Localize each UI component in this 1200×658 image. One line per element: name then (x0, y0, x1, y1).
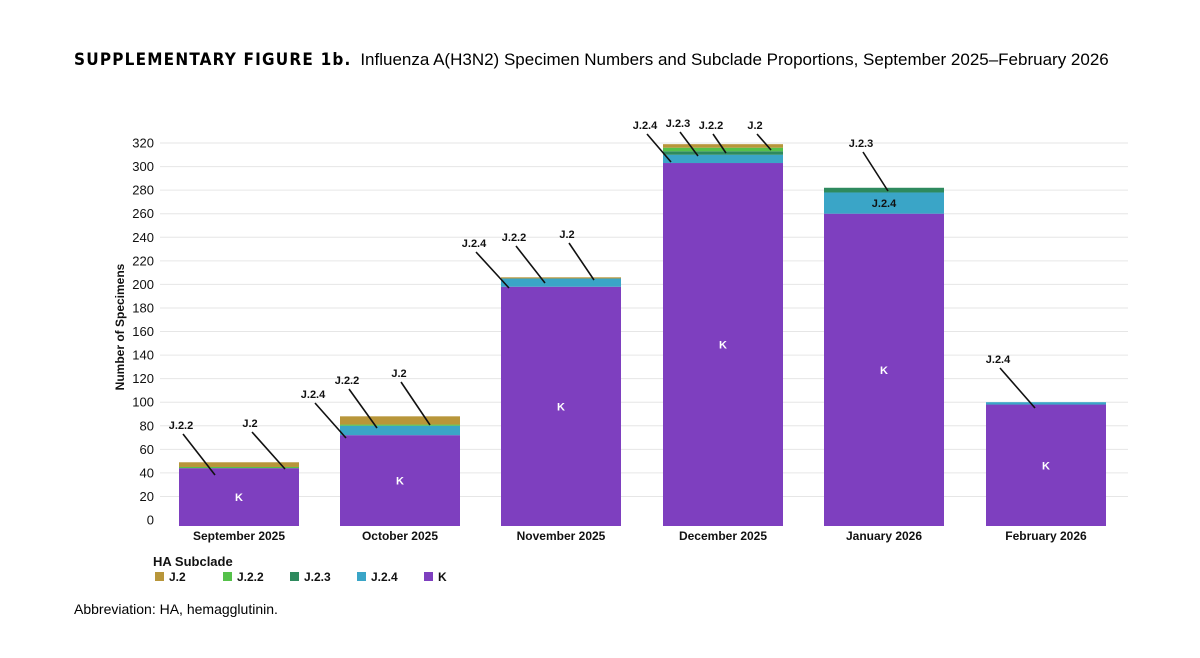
stacked-bar-chart: 0 20 40 60 80 100 120 140 160 180 200 220 240 260 280 3… (113, 118, 1128, 584)
callout-label-january-2026-j-2-3: J.2.3 (849, 138, 873, 150)
inner-label-september-2025-k: K (235, 492, 243, 504)
callout-line-october-2025-j-2-2 (348, 388, 378, 429)
callout-label-october-2025-j-2-2: J.2.2 (335, 375, 359, 387)
callout-label-september-2025-j-2-2: J.2.2 (169, 420, 193, 432)
x-tick-label-december-2025: December 2025 (679, 529, 767, 543)
legend-swatch-j-2-2 (223, 572, 232, 581)
y-tick-label-320: 320 (132, 136, 154, 151)
y-tick-label-0: 0 (147, 513, 154, 528)
callout-label-december-2025-j-2-3: J.2.3 (666, 118, 690, 130)
y-tick-label-80: 80 (140, 418, 154, 433)
inner-label-january-2026-k: K (880, 365, 888, 377)
bar-segment-december-2025-j-2-3 (663, 151, 783, 155)
callout-line-september-2025-j-2-2 (182, 433, 216, 476)
callout-label-december-2025-j-2-4: J.2.4 (633, 120, 658, 132)
y-tick-label-60: 60 (140, 442, 154, 457)
y-tick-label-220: 220 (132, 253, 154, 268)
bar-segment-september-2025-k (179, 468, 299, 526)
legend-label-k: K (438, 570, 447, 584)
y-axis-title: Number of Specimens (113, 263, 127, 390)
legend-swatch-j-2 (155, 572, 164, 581)
y-tick-label-280: 280 (132, 183, 154, 198)
callout-line-november-2025-j-2-2 (515, 245, 546, 284)
x-tick-label-january-2026: January 2026 (846, 529, 922, 543)
y-tick-label-120: 120 (132, 371, 154, 386)
bar-segment-september-2025-j-2-2 (179, 466, 299, 469)
bar-segment-january-2026-k (824, 213, 944, 526)
callout-line-november-2025-j-2 (568, 242, 595, 281)
bar-segment-november-2025-k (501, 286, 621, 526)
inner-label-january-2026-j-2-4: J.2.4 (872, 198, 897, 210)
legend-swatch-j-2-3 (290, 572, 299, 581)
bar-segment-november-2025-j-2-4 (501, 278, 621, 287)
x-tick-label-october-2025: October 2025 (362, 529, 438, 543)
bar-segment-february-2026-j-2-4 (986, 402, 1106, 405)
abbreviation-footnote: Abbreviation: HA, hemagglutinin. (74, 601, 278, 617)
callout-label-november-2025-j-2: J.2 (559, 229, 574, 241)
callout-label-december-2025-j-2-2: J.2.2 (699, 120, 723, 132)
callout-line-october-2025-j-2-4 (314, 402, 347, 439)
callout-line-january-2026-j-2-3 (862, 151, 889, 192)
callout-line-december-2025-j-2-4 (646, 133, 672, 163)
legend-swatch-j-2-4 (357, 572, 366, 581)
callout-line-november-2025-j-2-4 (475, 251, 510, 289)
inner-label-february-2026-k: K (1042, 460, 1050, 472)
legend-swatch-k (424, 572, 433, 581)
y-tick-label-20: 20 (140, 489, 154, 504)
y-tick-label-240: 240 (132, 230, 154, 245)
x-tick-label-september-2025: September 2025 (193, 529, 285, 543)
bar-segment-december-2025-j-2 (663, 144, 783, 148)
callout-label-december-2025-j-2: J.2 (747, 120, 762, 132)
callout-line-december-2025-j-2 (756, 133, 772, 151)
y-tick-label-200: 200 (132, 277, 154, 292)
y-tick-label-160: 160 (132, 324, 154, 339)
y-tick-label-260: 260 (132, 206, 154, 221)
inner-label-october-2025-k: K (396, 476, 404, 488)
y-tick-label-40: 40 (140, 465, 154, 480)
bar-segment-october-2025-j-2 (340, 416, 460, 425)
bar-segment-december-2025-k (663, 163, 783, 526)
callout-label-february-2026-j-2-4: J.2.4 (986, 354, 1011, 366)
callout-label-october-2025-j-2: J.2 (391, 368, 406, 380)
legend-label-j-2-4: J.2.4 (371, 570, 398, 584)
legend-label-j-2: J.2 (169, 570, 186, 584)
legend-title: HA Subclade (153, 554, 233, 569)
figure-label: SUPPLEMENTARY FIGURE 1b. (74, 50, 352, 70)
bar-segment-october-2025-k (340, 435, 460, 526)
callout-line-december-2025-j-2-2 (712, 133, 727, 154)
callout-label-october-2025-j-2-4: J.2.4 (301, 389, 326, 401)
y-tick-label-180: 180 (132, 300, 154, 315)
callout-label-september-2025-j-2: J.2 (242, 418, 257, 430)
figure-title: SUPPLEMENTARY FIGURE 1b. Influenza A(H3N… (74, 50, 1109, 70)
figure-title-text: Influenza A(H3N2) Specimen Numbers and S… (360, 50, 1109, 69)
x-tick-label-november-2025: November 2025 (517, 529, 606, 543)
bar-segment-january-2026-j-2-3 (824, 187, 944, 193)
bar-segment-october-2025-j-2-2 (340, 424, 460, 426)
x-tick-label-february-2026: February 2026 (1005, 529, 1087, 543)
legend-label-j-2-2: J.2.2 (237, 570, 264, 584)
bar-segment-november-2025-j-2 (501, 277, 621, 279)
y-tick-label-140: 140 (132, 348, 154, 363)
y-tick-label-300: 300 (132, 159, 154, 174)
callout-line-december-2025-j-2-3 (679, 131, 699, 157)
inner-label-december-2025-k: K (719, 340, 727, 352)
bar-segment-october-2025-j-2-4 (340, 425, 460, 436)
callout-line-september-2025-j-2 (251, 431, 286, 470)
y-tick-label-100: 100 (132, 395, 154, 410)
legend-label-j-2-3: J.2.3 (304, 570, 331, 584)
bar-segment-december-2025-j-2-4 (663, 154, 783, 164)
bar-segment-february-2026-k (986, 404, 1106, 526)
callout-label-november-2025-j-2-2: J.2.2 (502, 232, 526, 244)
inner-label-november-2025-k: K (557, 401, 565, 413)
callout-line-february-2026-j-2-4 (999, 367, 1036, 409)
callout-line-october-2025-j-2 (400, 381, 431, 426)
callout-label-november-2025-j-2-4: J.2.4 (462, 238, 487, 250)
bar-segment-september-2025-j-2 (179, 462, 299, 467)
bar-segment-january-2026-j-2-4 (824, 192, 944, 214)
